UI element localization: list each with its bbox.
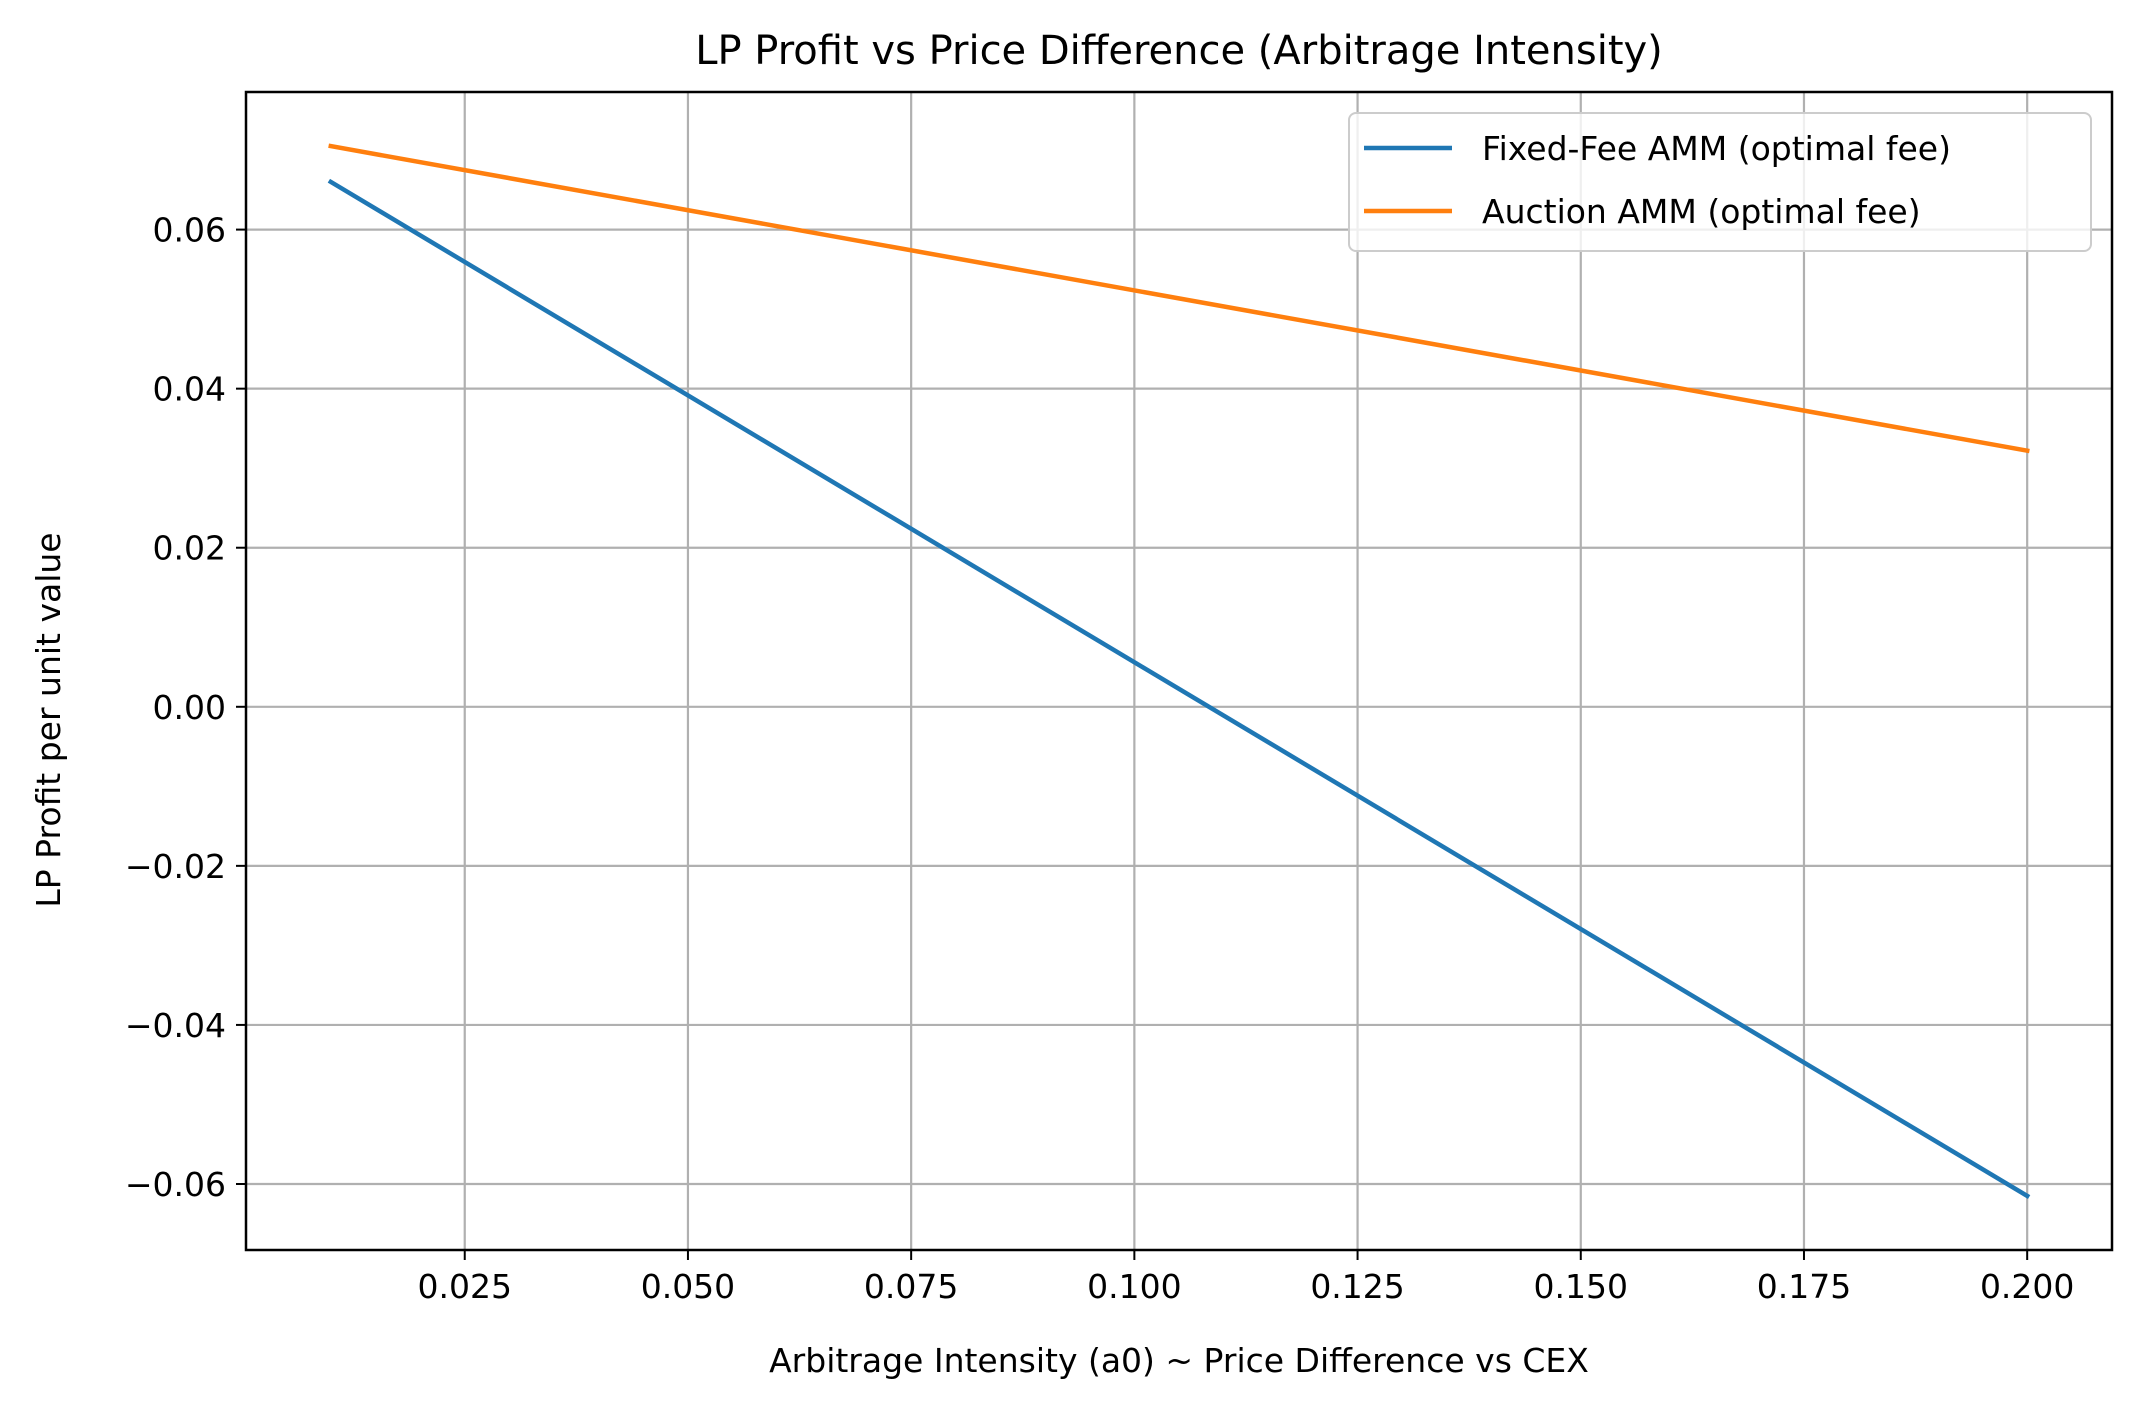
legend-box xyxy=(1348,112,2092,252)
legend-label-fixed-fee: Fixed-Fee AMM (optimal fee) xyxy=(1482,129,1951,168)
y-tick-label: 0.00 xyxy=(153,688,226,727)
y-tick-label: −0.06 xyxy=(125,1165,226,1204)
plot-area-frame xyxy=(244,90,2114,1252)
x-tick-label: 0.100 xyxy=(1087,1267,1181,1306)
x-tick-label: 0.025 xyxy=(417,1267,511,1306)
legend: Fixed-Fee AMM (optimal fee) Auction AMM … xyxy=(1348,112,2092,252)
series-lines xyxy=(327,143,2031,1199)
chart-title: LP Profit vs Price Difference (Arbitrage… xyxy=(695,28,1663,74)
series-line-fixed-fee xyxy=(327,178,2031,1199)
grid-lines xyxy=(246,92,2112,1250)
legend-label-auction: Auction AMM (optimal fee) xyxy=(1482,192,1921,231)
series-line-auction xyxy=(328,143,2030,454)
y-tick-label: 0.06 xyxy=(153,211,226,250)
x-tick-label: 0.150 xyxy=(1534,1267,1628,1306)
axis-ticks: 0.025 0.050 0.075 0.100 0.125 0.150 0.175 0.200… xyxy=(125,211,2075,1306)
x-axis-label: Arbitrage Intensity (a0) ~ Price Differe… xyxy=(769,1341,1589,1380)
x-tick-label: 0.075 xyxy=(864,1267,958,1306)
y-tick-label: 0.04 xyxy=(153,370,226,409)
y-tick-label: 0.02 xyxy=(153,529,226,568)
x-tick-label: 0.050 xyxy=(641,1267,735,1306)
y-tick-label: −0.04 xyxy=(125,1006,226,1045)
y-tick-label: −0.02 xyxy=(125,847,226,886)
x-tick-label: 0.200 xyxy=(1980,1267,2074,1306)
y-axis-label: LP Profit per unit value xyxy=(29,532,68,907)
x-tick-label: 0.125 xyxy=(1310,1267,1404,1306)
x-tick-label: 0.175 xyxy=(1757,1267,1851,1306)
